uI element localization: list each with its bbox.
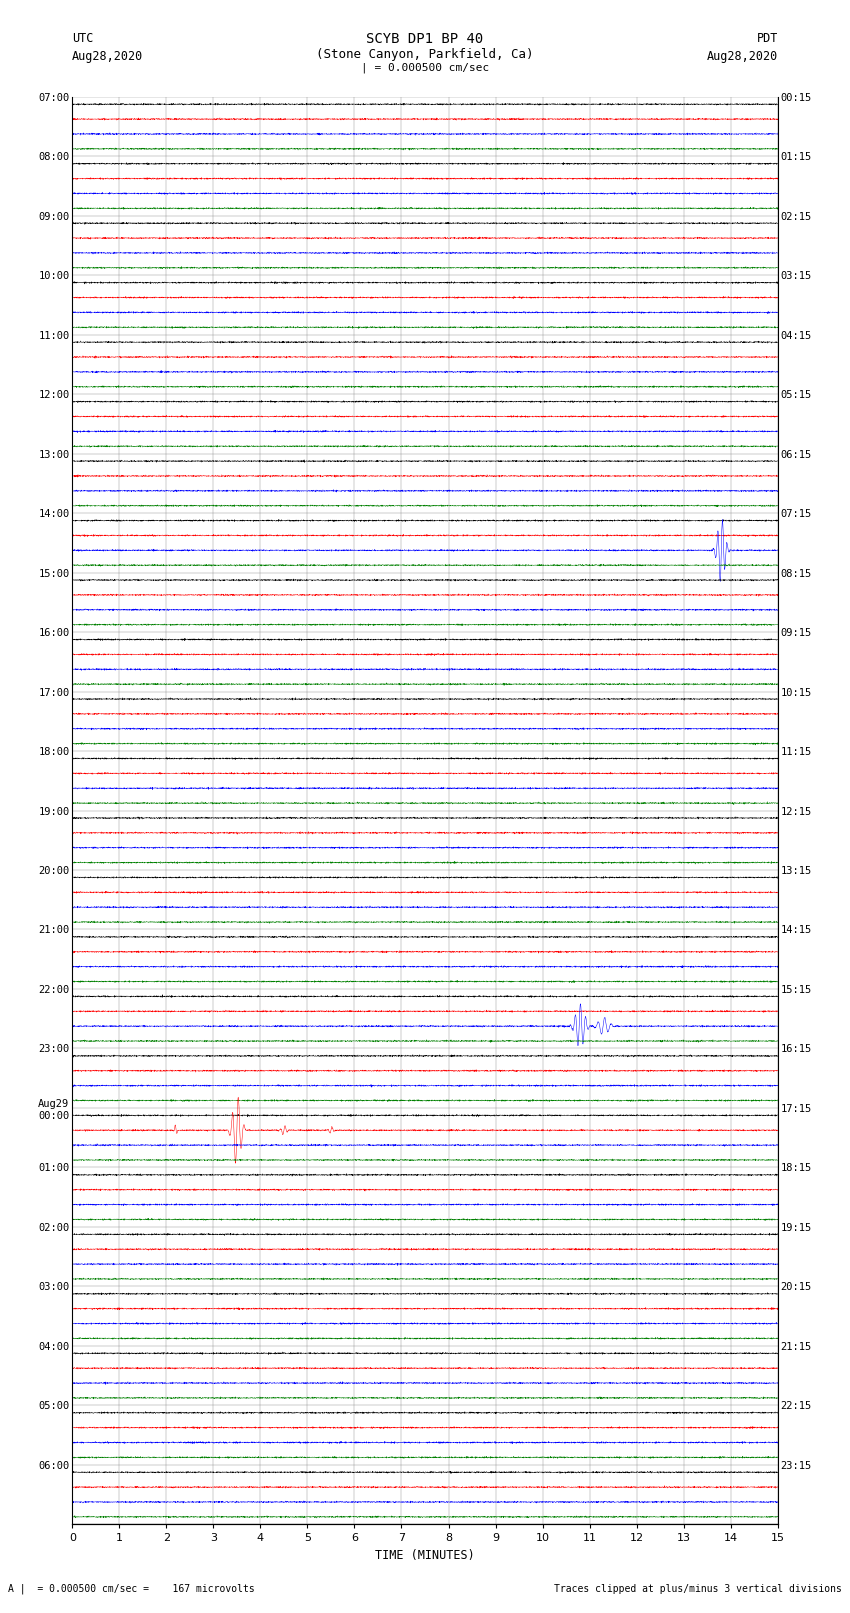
Text: UTC: UTC <box>72 32 94 45</box>
Text: Traces clipped at plus/minus 3 vertical divisions: Traces clipped at plus/minus 3 vertical … <box>553 1584 842 1594</box>
Text: SCYB DP1 BP 40: SCYB DP1 BP 40 <box>366 32 484 47</box>
X-axis label: TIME (MINUTES): TIME (MINUTES) <box>375 1548 475 1561</box>
Text: PDT: PDT <box>756 32 778 45</box>
Text: Aug28,2020: Aug28,2020 <box>72 50 144 63</box>
Text: Aug28,2020: Aug28,2020 <box>706 50 778 63</box>
Text: | = 0.000500 cm/sec: | = 0.000500 cm/sec <box>361 63 489 74</box>
Text: A |  = 0.000500 cm/sec =    167 microvolts: A | = 0.000500 cm/sec = 167 microvolts <box>8 1582 255 1594</box>
Text: (Stone Canyon, Parkfield, Ca): (Stone Canyon, Parkfield, Ca) <box>316 48 534 61</box>
